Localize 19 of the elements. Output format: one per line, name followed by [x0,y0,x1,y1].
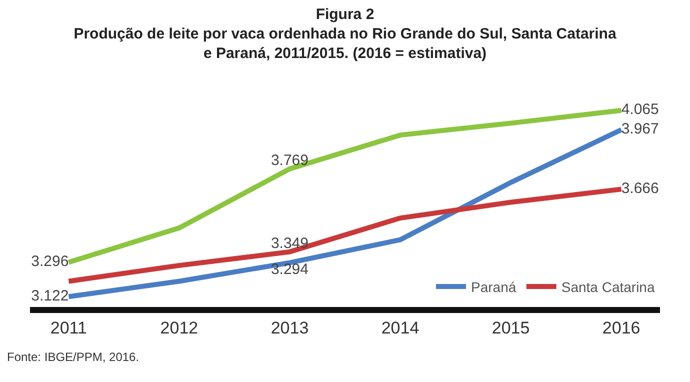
x-tick-label: 2016 [602,318,640,338]
legend-label: Paraná [471,278,516,295]
data-label: 3.296 [31,253,69,270]
chart-title: Figura 2 [316,6,374,24]
x-tick-label: 2014 [381,318,420,338]
legend-label: Santa Catarina [561,278,655,295]
data-label: 3.666 [621,180,659,197]
x-tick-label: 2013 [270,318,309,338]
data-label: 3.122 [31,287,69,304]
data-label: 4.065 [621,101,659,118]
data-label: 3.349 [270,235,309,252]
x-tick-label: 2015 [492,318,530,338]
x-tick-label: 2012 [160,318,198,338]
source-note: Fonte: IBGE/PPM, 2016. [7,350,140,364]
chart-subtitle: Produção de leite por vaca ordenhada no Rio Grande do Sul, Santa Catarina e Paraná, 2011/2015. (2016 = estimativa) [74,26,617,62]
data-label: 3.967 [621,120,659,138]
x-tick-label: 2011 [50,318,87,338]
data-label: 3.294 [270,260,309,278]
data-label: 3.769 [270,152,309,170]
